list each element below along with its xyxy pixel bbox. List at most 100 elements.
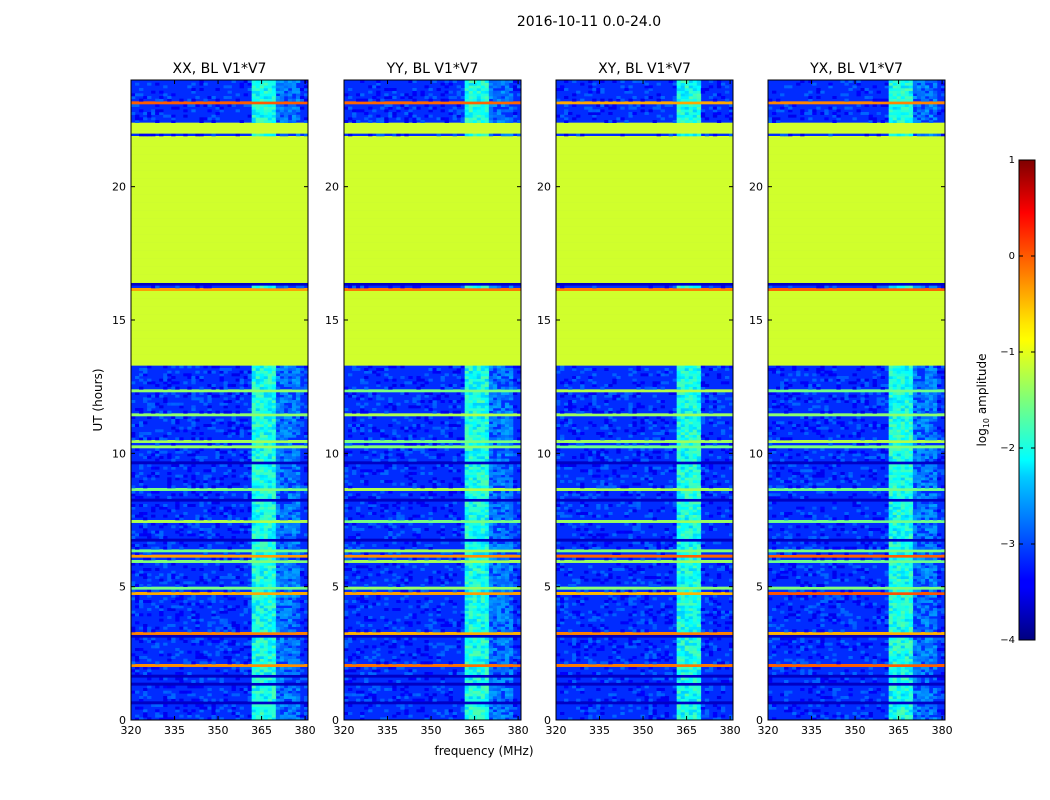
spectrum-cell <box>235 394 240 398</box>
spectrum-cell <box>287 565 293 569</box>
spectrum-cell <box>508 410 514 414</box>
spectrum-cell <box>251 541 257 545</box>
spectrum-cell <box>476 589 482 593</box>
spectrum-cell <box>147 381 152 385</box>
spectrum-cell <box>255 434 261 438</box>
spectrum-cell <box>368 522 373 526</box>
spectrum-cell <box>480 565 486 569</box>
spectrum-cell <box>480 658 486 662</box>
spectrum-cell <box>143 370 148 374</box>
spectrum-cell <box>151 381 156 385</box>
spectrum-cell <box>492 624 498 627</box>
spectrum-cell <box>259 650 265 654</box>
spectrum-cell <box>135 666 140 670</box>
spectrum-cell <box>416 528 421 531</box>
spectrum-cell <box>460 384 465 387</box>
flagged-row <box>131 440 308 443</box>
spectrum-cell <box>195 493 200 497</box>
spectrum-cell <box>139 437 144 441</box>
spectrum-cell <box>492 704 498 707</box>
spectrum-cell <box>480 405 486 409</box>
spectrum-cell <box>444 597 449 601</box>
spectrum-cell <box>287 618 293 622</box>
spectrum-cell <box>384 597 389 601</box>
spectrum-cell <box>247 669 252 673</box>
spectrum-cell <box>263 458 269 462</box>
spectrum-cell <box>263 712 269 715</box>
spectrum-cell <box>211 114 216 118</box>
spectrum-cell <box>279 621 285 625</box>
spectrum-cell <box>251 490 257 494</box>
spectrum-cell <box>239 648 244 651</box>
flagged-row <box>131 312 308 315</box>
spectrum-cell <box>504 677 510 681</box>
spectrum-cell <box>512 714 518 718</box>
spectrum-cell <box>267 656 273 659</box>
spectrum-cell <box>147 536 152 539</box>
spectrum-cell <box>291 581 297 585</box>
spectrum-cell <box>263 648 269 651</box>
spectrum-cell <box>504 666 510 670</box>
spectrum-cell <box>380 453 385 457</box>
spectrum-cell <box>279 600 285 603</box>
spectrum-cell <box>191 485 196 489</box>
spectrum-cell <box>275 109 281 113</box>
spectrum-cell <box>352 496 357 499</box>
spectrum-cell <box>496 568 502 571</box>
spectrum-cell <box>344 480 349 483</box>
spectrum-cell <box>508 650 514 654</box>
spectrum-cell <box>484 429 490 433</box>
spectrum-cell <box>356 512 361 515</box>
spectrum-cell <box>203 424 208 427</box>
spectrum-cell <box>267 424 273 427</box>
spectrum-cell <box>516 410 522 414</box>
spectrum-cell <box>472 504 478 507</box>
spectrum-cell <box>468 621 474 625</box>
spectrum-cell <box>259 698 265 702</box>
spectrum-cell <box>295 448 301 451</box>
spectrum-cell <box>352 368 357 371</box>
spectrum-cell <box>287 589 293 593</box>
rfi-row <box>131 664 308 667</box>
spectrum-cell <box>279 656 285 659</box>
spectrum-cell <box>476 376 482 379</box>
spectrum-cell <box>223 96 228 99</box>
flagged-row <box>131 320 308 323</box>
spectrum-cell <box>480 386 486 390</box>
spectrum-cell <box>291 426 297 430</box>
flagged-row <box>131 314 308 318</box>
rfi-row <box>131 632 308 635</box>
spectrum-cell <box>263 104 269 107</box>
spectrum-cell <box>380 432 385 435</box>
spectrum-cell <box>231 621 236 625</box>
spectrum-cell <box>283 378 289 382</box>
spectrum-cell <box>412 533 417 537</box>
spectrum-cell <box>436 370 441 374</box>
spectrum-cell <box>195 365 200 369</box>
flagged-row <box>344 445 521 449</box>
spectrum-cell <box>464 541 470 545</box>
spectrum-cell <box>396 629 401 633</box>
spectrum-cell <box>167 509 172 513</box>
spectrum-cell <box>496 656 502 659</box>
spectrum-cell <box>500 429 506 433</box>
spectrum-cell <box>271 432 277 435</box>
spectrum-cell <box>504 610 510 614</box>
spectrum-cell <box>476 381 482 385</box>
spectrum-cell <box>259 442 265 446</box>
spectrum-cell <box>255 410 261 414</box>
spectrum-cell <box>275 653 281 657</box>
spectrum-cell <box>275 512 281 515</box>
spectrum-cell <box>448 600 453 603</box>
spectrum-cell <box>488 656 494 659</box>
spectrum-cell <box>255 453 261 457</box>
spectrum-cell <box>263 90 269 94</box>
spectrum-cell <box>251 616 257 619</box>
spectrum-cell <box>500 581 506 585</box>
spectrum-cell <box>267 525 273 529</box>
spectrum-cell <box>283 418 289 422</box>
spectrum-cell <box>484 605 490 609</box>
spectrum-cell <box>512 573 518 577</box>
spectrum-cell <box>295 613 301 617</box>
spectrum-cell <box>279 82 285 86</box>
